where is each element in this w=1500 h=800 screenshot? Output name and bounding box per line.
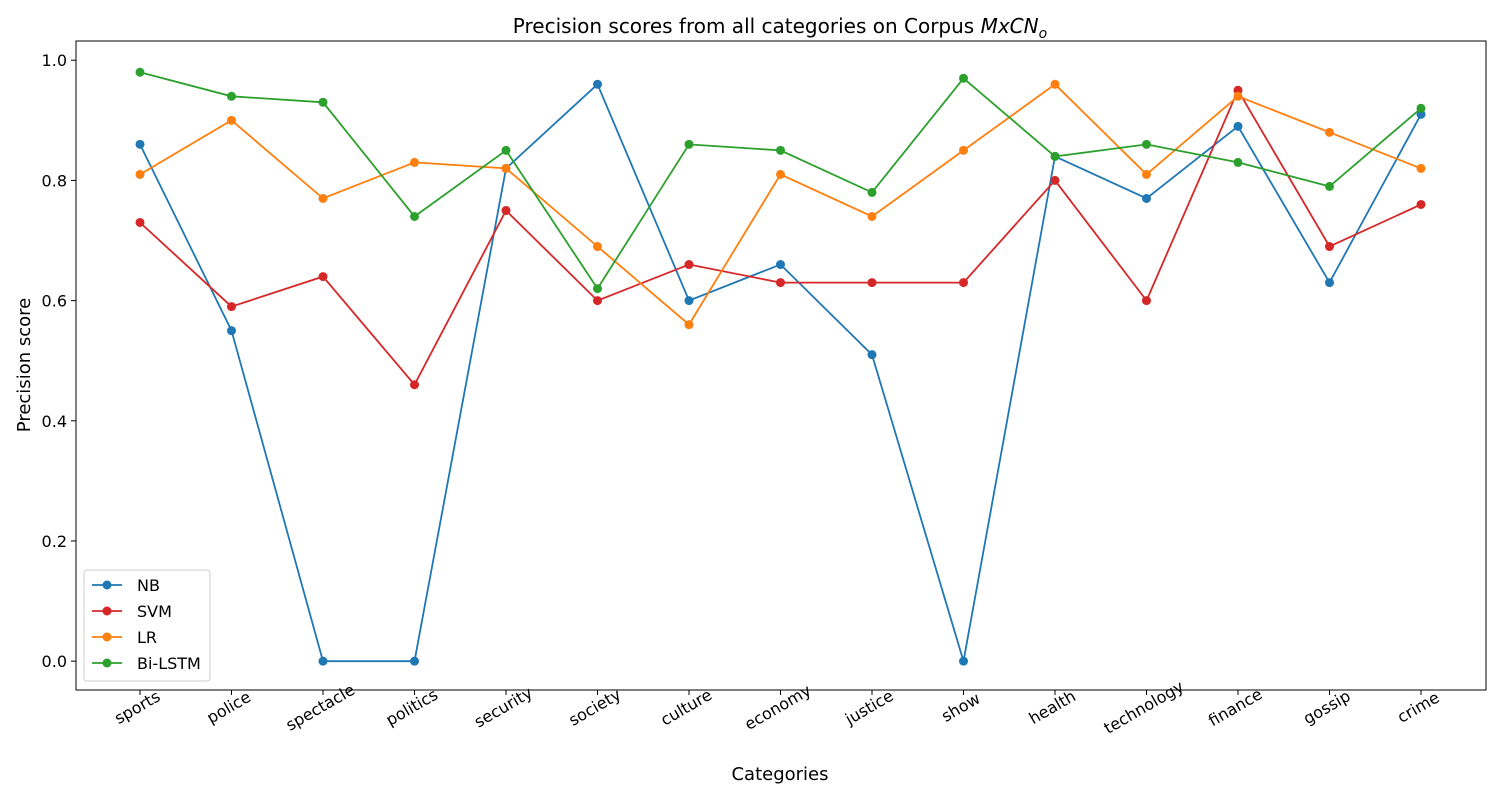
legend-label: SVM bbox=[137, 602, 172, 621]
data-point bbox=[1233, 91, 1243, 101]
data-point bbox=[1325, 127, 1334, 137]
data-point bbox=[776, 145, 785, 155]
series-group bbox=[135, 67, 1426, 666]
y-tick-label: 0.6 bbox=[42, 292, 67, 311]
data-point bbox=[867, 350, 877, 360]
data-point bbox=[227, 326, 236, 336]
data-point bbox=[1050, 175, 1060, 185]
data-point bbox=[135, 67, 145, 77]
data-point bbox=[867, 211, 877, 221]
data-point bbox=[776, 260, 785, 270]
data-point bbox=[593, 284, 602, 294]
data-point bbox=[318, 656, 328, 666]
data-point bbox=[410, 656, 419, 666]
data-point bbox=[1050, 151, 1060, 161]
data-point bbox=[1325, 242, 1334, 252]
data-point bbox=[501, 163, 511, 173]
data-point bbox=[593, 296, 602, 306]
data-point bbox=[1325, 181, 1334, 191]
legend-swatch-marker bbox=[102, 658, 112, 668]
data-point bbox=[318, 272, 328, 282]
data-point bbox=[1233, 157, 1243, 167]
data-point bbox=[410, 211, 419, 221]
data-point bbox=[227, 302, 236, 312]
data-point bbox=[501, 205, 511, 215]
data-point bbox=[593, 242, 602, 252]
y-axis-ticks: 0.0 0.2 0.4 0.6 0.8 1.0 bbox=[42, 51, 76, 671]
y-tick-label: 0.0 bbox=[42, 652, 67, 671]
data-point bbox=[1325, 278, 1334, 288]
data-point bbox=[1233, 121, 1243, 131]
data-point bbox=[410, 380, 419, 390]
legend-label: NB bbox=[137, 576, 160, 595]
data-point bbox=[1142, 296, 1151, 306]
data-point bbox=[867, 278, 877, 288]
series-svm bbox=[135, 85, 1426, 390]
legend-swatch-marker bbox=[102, 580, 112, 590]
legend-label: Bi-LSTM bbox=[137, 654, 201, 673]
legend: NB SVM LR Bi-LSTM bbox=[83, 569, 211, 682]
data-point bbox=[684, 139, 694, 149]
data-point bbox=[776, 169, 785, 179]
data-point bbox=[867, 187, 877, 197]
y-tick-label: 0.8 bbox=[42, 171, 67, 190]
data-point bbox=[959, 73, 968, 83]
data-point bbox=[227, 91, 236, 101]
data-point bbox=[959, 278, 968, 288]
data-point bbox=[959, 145, 968, 155]
data-point bbox=[318, 97, 328, 107]
data-point bbox=[135, 139, 145, 149]
data-point bbox=[1416, 103, 1426, 113]
plot-frame bbox=[75, 40, 1487, 691]
data-point bbox=[684, 260, 694, 270]
data-point bbox=[776, 278, 785, 288]
legend-label: LR bbox=[137, 628, 157, 647]
data-point bbox=[1142, 193, 1151, 203]
data-point bbox=[1416, 199, 1426, 209]
data-point bbox=[1416, 163, 1426, 173]
data-point bbox=[684, 296, 694, 306]
data-point bbox=[593, 79, 602, 89]
chart-title: Precision scores from all categories on … bbox=[513, 14, 1047, 42]
data-point bbox=[1050, 79, 1060, 89]
data-point bbox=[227, 115, 236, 125]
data-point bbox=[684, 320, 694, 330]
series-lr bbox=[135, 79, 1426, 330]
data-point bbox=[135, 217, 145, 227]
legend-swatch-marker bbox=[102, 632, 112, 642]
data-point bbox=[410, 157, 419, 167]
legend-swatch-marker bbox=[102, 606, 112, 616]
data-point bbox=[959, 656, 968, 666]
series-bi-lstm bbox=[135, 67, 1426, 294]
x-axis-label: Categories bbox=[731, 764, 828, 785]
y-tick-label: 0.2 bbox=[42, 532, 67, 551]
y-tick-label: 1.0 bbox=[42, 51, 67, 70]
y-axis-label: Precision score bbox=[14, 298, 35, 432]
data-point bbox=[501, 145, 511, 155]
data-point bbox=[1142, 139, 1151, 149]
data-point bbox=[1142, 169, 1151, 179]
data-point bbox=[318, 193, 328, 203]
data-point bbox=[135, 169, 145, 179]
y-tick-label: 0.4 bbox=[42, 412, 67, 431]
legend-box bbox=[83, 569, 211, 682]
